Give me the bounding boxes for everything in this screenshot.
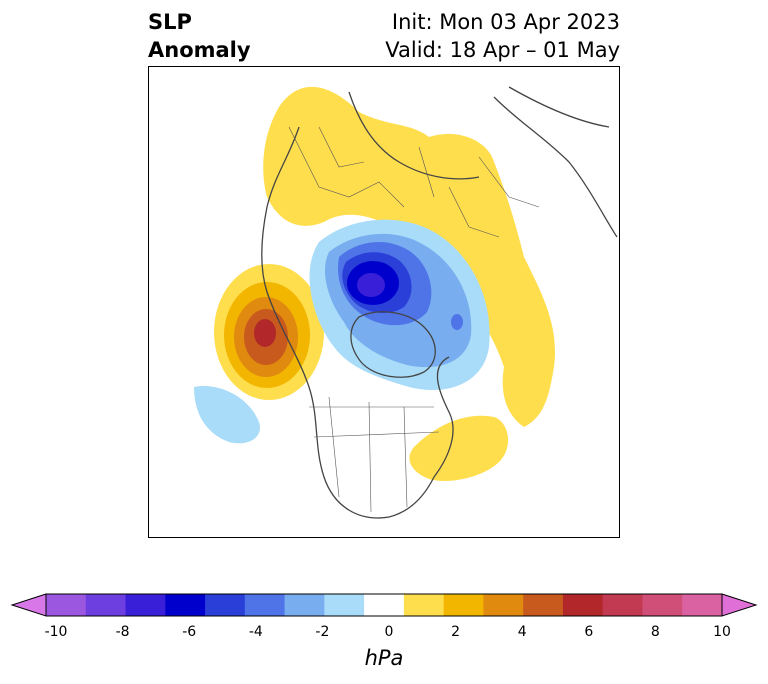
negative-anomaly-subtropical — [194, 386, 260, 444]
colorbar-tick-label: 6 — [584, 624, 594, 640]
field-name-anomaly: Anomaly — [148, 38, 251, 62]
country-borders — [288, 126, 540, 513]
colorbar-extend-high — [721, 593, 758, 617]
colorbar-cell — [523, 594, 564, 616]
colorbar-cell — [284, 594, 325, 616]
colorbar-cell — [682, 594, 723, 616]
colorbar-cell — [244, 594, 286, 616]
field-name: SLP — [148, 10, 192, 34]
colorbar-cell — [443, 594, 484, 616]
valid-range: Valid: 18 Apr – 01 May — [385, 38, 620, 62]
colorbar-tick-label: 10 — [713, 624, 731, 640]
colorbar-tick-label: -2 — [315, 624, 330, 640]
colorbar-tick-label: -4 — [248, 624, 263, 640]
colorbar-cell — [125, 594, 166, 616]
colorbar-tick-label: -8 — [115, 624, 130, 640]
colorbar — [10, 593, 758, 617]
colorbar-cell — [46, 594, 87, 616]
title-right: Init: Mon 03 Apr 2023 Valid: 18 Apr – 01… — [385, 8, 620, 64]
colorbar-cell — [562, 594, 604, 616]
colorbar-tick-label: -6 — [182, 624, 197, 640]
map-panel — [148, 66, 620, 538]
anomaly-map — [149, 67, 619, 537]
negative-anomaly-arctic — [309, 219, 490, 391]
colorbar-tick-label: -10 — [44, 624, 68, 640]
colorbar-tick-label: 0 — [384, 624, 394, 640]
colorbar-cell — [364, 594, 405, 616]
colorbar-tick-label: 8 — [650, 624, 660, 640]
colorbar-tick-label: 4 — [517, 624, 527, 640]
colorbar-cell — [324, 594, 365, 616]
colorbar-cell — [483, 594, 524, 616]
colorbar-tick-label: 2 — [451, 624, 461, 640]
colorbar-cell — [165, 594, 206, 616]
colorbar-outline — [45, 593, 723, 617]
colorbar-cell — [85, 594, 127, 616]
colorbar-extend-low — [10, 593, 47, 617]
init-date: Init: Mon 03 Apr 2023 — [391, 10, 620, 34]
colorbar-cell — [403, 594, 445, 616]
colorbar-tick-labels: -10 -8 -6 -4 -2 0 2 4 6 8 10 — [0, 624, 768, 646]
title-left: SLP Anomaly — [148, 8, 251, 64]
colorbar-cell — [205, 594, 246, 616]
positive-anomaly-eurasia — [263, 86, 555, 427]
coastlines — [261, 86, 618, 519]
positive-anomaly-pacific — [214, 264, 324, 400]
colorbar-unit: hPa — [364, 646, 404, 670]
colorbar-cell — [642, 594, 683, 616]
colorbar-cell — [602, 594, 643, 616]
